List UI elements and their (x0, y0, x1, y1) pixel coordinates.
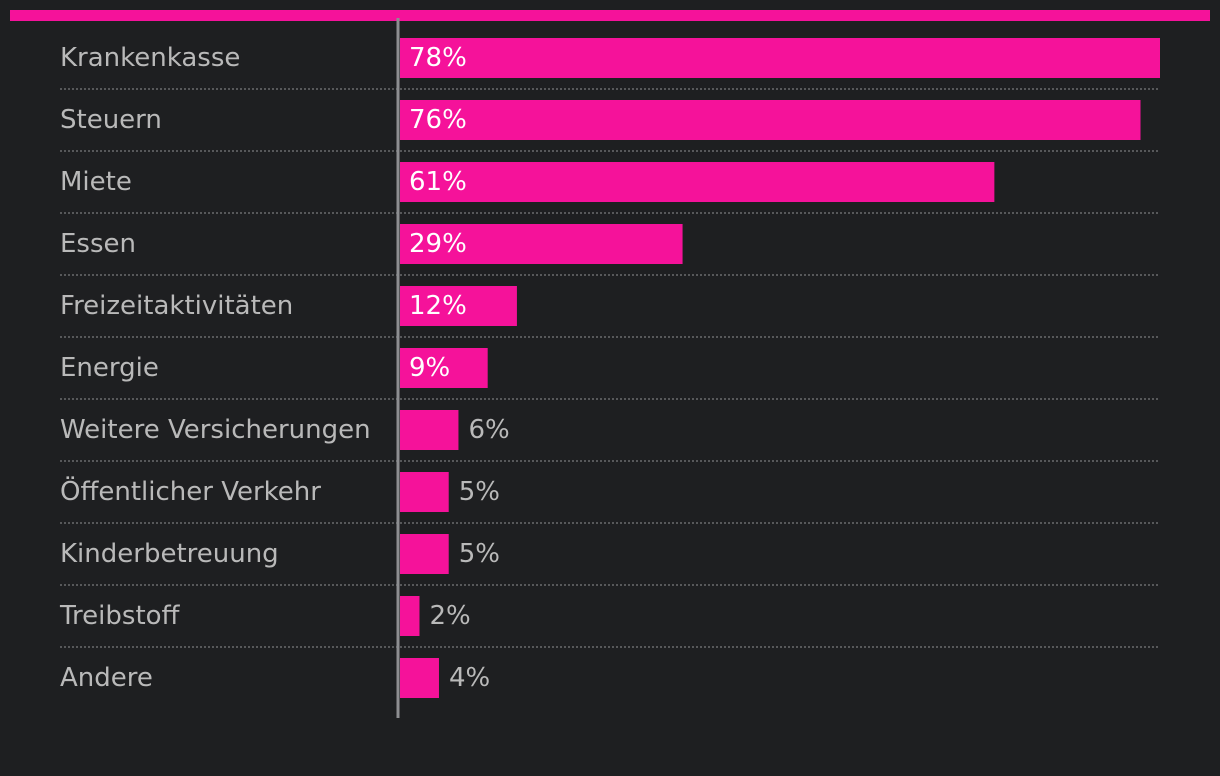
category-label-0: Krankenkasse (60, 43, 240, 73)
category-label-5: Energie (60, 353, 159, 383)
value-label-8: 5% (459, 539, 500, 569)
value-label-4: 12% (409, 291, 467, 321)
bar-9 (400, 596, 420, 636)
value-label-6: 6% (468, 415, 509, 445)
category-label-1: Steuern (60, 105, 162, 135)
value-label-1: 76% (409, 105, 467, 135)
category-label-2: Miete (60, 167, 132, 197)
value-label-2: 61% (409, 167, 467, 197)
bar-2 (400, 162, 995, 202)
value-label-3: 29% (409, 229, 467, 259)
value-label-7: 5% (459, 477, 500, 507)
value-label-5: 9% (409, 353, 450, 383)
category-label-9: Treibstoff (59, 601, 181, 631)
category-label-10: Andere (60, 663, 153, 693)
accent-top-bar (10, 10, 1210, 21)
bar-3 (400, 224, 683, 264)
category-label-3: Essen (60, 229, 136, 259)
bar-10 (400, 658, 439, 698)
bar-4 (400, 286, 517, 326)
value-label-10: 4% (449, 663, 490, 693)
category-label-6: Weitere Versicherungen (60, 415, 371, 445)
bar-5 (400, 348, 488, 388)
category-label-8: Kinderbetreuung (60, 539, 279, 569)
value-label-9: 2% (429, 601, 470, 631)
value-label-0: 78% (409, 43, 467, 73)
bar-0 (400, 38, 1160, 78)
bar-6 (400, 410, 459, 450)
bar-8 (400, 534, 449, 574)
bar-1 (400, 100, 1141, 140)
category-label-4: Freizeitaktivitäten (60, 291, 293, 321)
category-label-7: Öffentlicher Verkehr (60, 475, 321, 507)
bar-7 (400, 472, 449, 512)
